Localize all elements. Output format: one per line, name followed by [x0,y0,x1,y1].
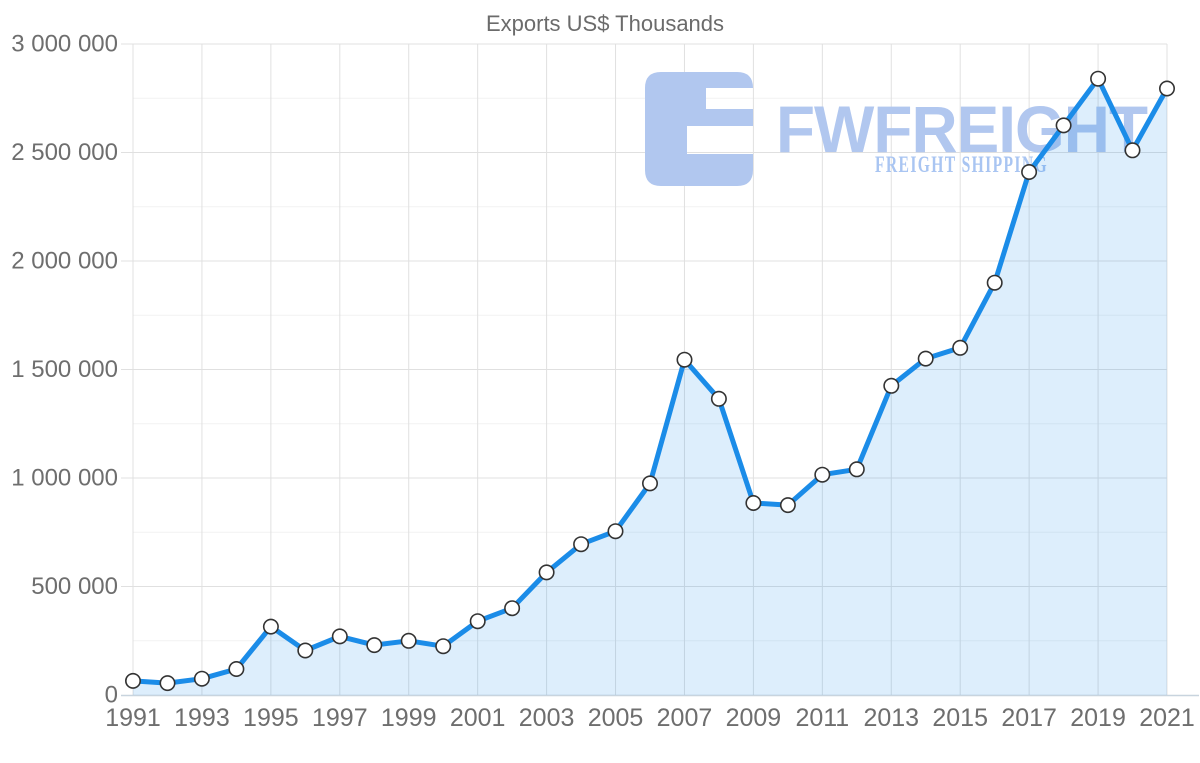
data-point-marker[interactable] [1124,142,1141,159]
y-axis-label: 2 500 000 [11,139,118,166]
data-point-marker[interactable] [400,632,417,649]
x-axis-label: 2021 [1139,704,1195,732]
data-point-marker[interactable] [952,339,969,356]
data-point-marker[interactable] [435,638,452,655]
data-point-marker[interactable] [228,660,245,677]
data-point-marker[interactable] [538,564,555,581]
x-axis-label: 2001 [450,704,506,732]
y-axis-label: 2 000 000 [11,247,118,274]
data-point-marker[interactable] [193,670,210,687]
data-point-marker[interactable] [814,466,831,483]
data-point-marker[interactable] [883,377,900,394]
y-axis-label: 500 000 [31,573,118,600]
data-point-marker[interactable] [1021,164,1038,181]
watermark-tagline-text: FREIGHT SHIPPING [875,152,1048,177]
series-area-fill [133,78,1167,695]
chart-title: Exports US$ Thousands [486,11,724,36]
x-axis-label: 1993 [174,704,230,732]
data-point-marker[interactable] [779,497,796,514]
data-point-marker[interactable] [607,523,624,540]
x-axis-label: 2017 [1001,704,1057,732]
y-axis-label: 1 500 000 [11,356,118,383]
data-point-marker[interactable] [159,675,176,692]
x-axis-label: 2005 [588,704,644,732]
y-axis-labels: 0 500 000 1 000 000 1 500 000 2 000 000 2 500… [11,30,118,708]
x-axis-label: 1991 [105,704,161,732]
y-axis-label: 3 000 000 [11,30,118,57]
data-point-marker[interactable] [331,628,348,645]
data-point-marker[interactable] [1159,80,1176,97]
data-point-marker[interactable] [1055,117,1072,134]
data-point-marker[interactable] [366,637,383,654]
data-point-marker[interactable] [1090,70,1107,87]
x-axis-label: 2003 [519,704,575,732]
x-axis-label: 2007 [657,704,713,732]
data-point-marker[interactable] [262,618,279,635]
data-point-marker[interactable] [573,536,590,553]
data-point-marker[interactable] [297,642,314,659]
data-point-marker[interactable] [710,390,727,407]
brand-logo-icon [645,72,753,186]
data-point-marker[interactable] [676,351,693,368]
watermark-brand-text: FWFREIGHT [776,92,1148,166]
data-point-marker[interactable] [848,461,865,478]
data-point-marker[interactable] [917,350,934,367]
x-axis-label: 2011 [795,704,849,732]
data-point-marker[interactable] [745,494,762,511]
data-point-marker[interactable] [125,672,142,689]
data-point-marker[interactable] [986,274,1003,291]
watermark: FWFREIGHT FREIGHT SHIPPING [645,72,1149,186]
x-axis-label: 1995 [243,704,299,732]
gridlines [121,43,1168,695]
x-axis-labels: 1991 1993 1995 1997 1999 2001 2003 2005 2007 2009… [105,704,1195,732]
data-point-marker[interactable] [469,613,486,630]
x-axis-label: 1997 [312,704,368,732]
x-axis-label: 2015 [932,704,988,732]
x-axis-label: 2019 [1070,704,1126,732]
x-axis-label: 2009 [726,704,782,732]
data-point-marker[interactable] [641,475,658,492]
y-axis-label: 1 000 000 [11,464,118,491]
x-axis-label: 1999 [381,704,437,732]
data-point-markers [125,70,1176,692]
y-axis-label: 0 [105,681,118,708]
data-point-marker[interactable] [504,600,521,617]
x-axis-label: 2013 [863,704,919,732]
